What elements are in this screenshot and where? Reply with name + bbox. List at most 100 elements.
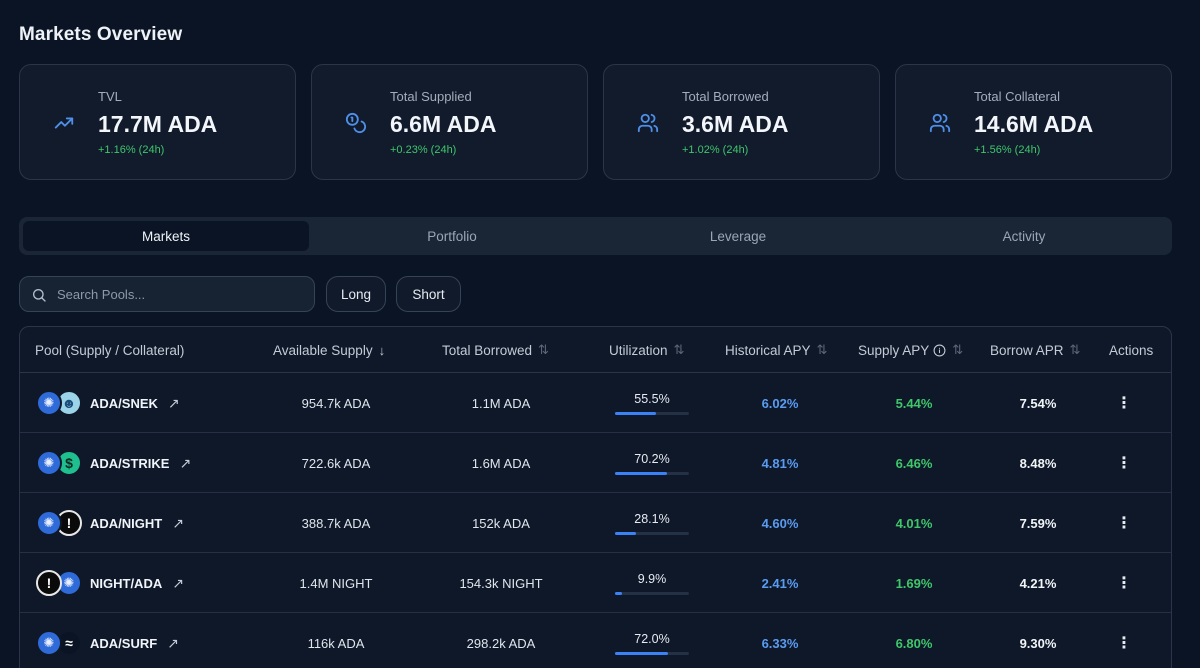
tab-activity[interactable]: Activity xyxy=(1002,228,1046,244)
short-filter-button[interactable]: Short xyxy=(396,276,461,312)
column-header-label: Available Supply xyxy=(273,342,373,358)
more-actions-icon[interactable]: ⋮ xyxy=(1116,395,1132,412)
table-row[interactable]: ✺ $ ADA/STRIKE ↗ 722.6k ADA 1.6M ADA 70.2… xyxy=(20,433,1171,493)
utilization-percent: 55.5% xyxy=(634,392,670,406)
pool-token-icons: ✺ $ xyxy=(36,450,82,476)
ada-token-icon: ✺ xyxy=(36,630,62,656)
external-link-icon[interactable]: ↗ xyxy=(172,574,184,591)
borrow-apr-cell: 9.30% xyxy=(1019,635,1057,651)
external-link-icon[interactable]: ↗ xyxy=(179,454,192,471)
utilization-bar xyxy=(615,532,689,535)
historical-apy-cell: 6.33% xyxy=(761,635,799,651)
info-icon[interactable] xyxy=(933,344,946,357)
sort-icon: ⇅ xyxy=(1069,342,1081,357)
table-row[interactable]: ! ✺ NIGHT/ADA ↗ 1.4M NIGHT 154.3k NIGHT 9… xyxy=(20,553,1171,613)
trending-up-icon xyxy=(53,112,75,134)
available-supply-cell: 722.6k ADA xyxy=(301,455,371,471)
column-header-borrow-apr[interactable]: Borrow APR ⇅ xyxy=(990,327,1080,373)
more-actions-icon[interactable]: ⋮ xyxy=(1116,635,1132,652)
markets-table: Pool (Supply / Collateral) Available Sup… xyxy=(19,326,1172,668)
column-header-label: Pool (Supply / Collateral) xyxy=(35,342,185,358)
borrow-apr-cell: 7.59% xyxy=(1019,515,1057,531)
pool-label: ADA/SURF xyxy=(90,635,158,651)
utilization-percent: 9.9% xyxy=(637,572,667,586)
pool-name[interactable]: ADA/SURF ↗ xyxy=(90,613,179,668)
available-supply-cell: 116k ADA xyxy=(307,635,365,651)
external-link-icon[interactable]: ↗ xyxy=(167,394,180,411)
stat-card-total-borrowed: Total Borrowed 3.6M ADA +1.02% (24h) xyxy=(603,64,880,180)
column-header-label: Supply APY xyxy=(858,342,930,358)
total-borrowed-cell: 1.1M ADA xyxy=(471,395,531,411)
column-header-label: Borrow APR xyxy=(990,342,1064,358)
stat-change: +1.02% (24h) xyxy=(682,144,749,156)
pool-name[interactable]: ADA/STRIKE ↗ xyxy=(90,433,191,493)
utilization-bar-fill xyxy=(615,592,623,595)
tab-bar: Markets Portfolio Leverage Activity xyxy=(19,217,1172,255)
tab-leverage[interactable]: Leverage xyxy=(709,228,767,244)
sort-icon: ⇅ xyxy=(538,342,549,357)
column-header-available-supply[interactable]: Available Supply ↓ xyxy=(273,327,385,373)
utilization-percent: 72.0% xyxy=(634,632,670,646)
available-supply-cell: 1.4M NIGHT xyxy=(299,575,373,591)
pool-name[interactable]: ADA/NIGHT ↗ xyxy=(90,493,184,553)
pool-token-icons: ✺! xyxy=(36,510,82,536)
utilization-bar-fill xyxy=(615,412,657,415)
more-actions-icon[interactable]: ⋮ xyxy=(1116,515,1132,532)
users-icon xyxy=(637,112,659,134)
pool-token-icons: ✺ ≈ xyxy=(36,630,82,656)
tab-portfolio[interactable]: Portfolio xyxy=(427,228,477,244)
utilization-bar xyxy=(615,592,689,595)
borrow-apr-cell: 4.21% xyxy=(1019,575,1057,591)
table-row[interactable]: ✺! ADA/NIGHT ↗ 388.7k ADA 152k ADA 28.1%… xyxy=(20,493,1171,553)
utilization-bar xyxy=(615,472,689,475)
stat-value: 17.7M ADA xyxy=(98,111,218,137)
pool-label: ADA/SNEK xyxy=(90,395,158,411)
pool-name[interactable]: NIGHT/ADA ↗ xyxy=(90,553,184,613)
ada-token-icon: ✺ xyxy=(36,510,62,536)
column-header-actions: Actions xyxy=(1109,327,1153,373)
stat-change: +1.16% (24h) xyxy=(98,144,165,156)
stat-label: Total Supplied xyxy=(390,89,472,104)
column-header-label: Actions xyxy=(1109,342,1154,358)
utilization-bar xyxy=(615,412,689,415)
pool-label: ADA/STRIKE xyxy=(90,455,170,471)
ada-token-icon: ✺ xyxy=(36,450,62,476)
external-link-icon[interactable]: ↗ xyxy=(172,514,184,531)
utilization-cell: 9.9% xyxy=(615,553,689,613)
pool-name[interactable]: ADA/SNEK ↗ xyxy=(90,373,180,433)
supply-apy-cell: 1.69% xyxy=(895,575,933,591)
column-header-supply-apy[interactable]: Supply APY ⇅ xyxy=(858,327,963,373)
night-token-icon: ! xyxy=(36,570,62,596)
utilization-percent: 70.2% xyxy=(634,452,670,466)
users-icon xyxy=(929,112,951,134)
stat-value: 14.6M ADA xyxy=(974,111,1094,137)
search-box xyxy=(19,276,315,312)
utilization-cell: 72.0% xyxy=(615,613,689,668)
stat-change: +1.56% (24h) xyxy=(974,144,1041,156)
stat-label: Total Collateral xyxy=(974,89,1060,104)
stat-label: TVL xyxy=(98,89,122,104)
more-actions-icon[interactable]: ⋮ xyxy=(1116,575,1132,592)
long-filter-button[interactable]: Long xyxy=(326,276,386,312)
total-borrowed-cell: 154.3k NIGHT xyxy=(459,575,543,591)
utilization-bar-fill xyxy=(615,652,669,655)
stats-cards: TVL 17.7M ADA +1.16% (24h) Total Supplie… xyxy=(19,64,1172,180)
external-link-icon[interactable]: ↗ xyxy=(167,634,179,651)
table-row[interactable]: ✺ ☻ ADA/SNEK ↗ 954.7k ADA 1.1M ADA 55.5% … xyxy=(20,373,1171,433)
more-actions-icon[interactable]: ⋮ xyxy=(1116,455,1132,472)
supply-apy-cell: 6.46% xyxy=(895,455,933,471)
column-header-utilization[interactable]: Utilization ⇅ xyxy=(609,327,684,373)
stat-value: 6.6M ADA xyxy=(390,111,497,137)
search-input[interactable] xyxy=(57,277,307,311)
tab-markets[interactable]: Markets xyxy=(23,221,309,251)
utilization-bar-fill xyxy=(615,472,667,475)
utilization-cell: 55.5% xyxy=(615,373,689,433)
search-icon xyxy=(31,287,47,303)
total-borrowed-cell: 298.2k ADA xyxy=(466,635,536,651)
stat-card-tvl: TVL 17.7M ADA +1.16% (24h) xyxy=(19,64,296,180)
historical-apy-cell: 2.41% xyxy=(761,575,799,591)
table-row[interactable]: ✺ ≈ ADA/SURF ↗ 116k ADA 298.2k ADA 72.0% … xyxy=(20,613,1171,668)
column-header-historical-apy[interactable]: Historical APY ⇅ xyxy=(725,327,827,373)
column-header-total-borrowed[interactable]: Total Borrowed ⇅ xyxy=(442,327,549,373)
